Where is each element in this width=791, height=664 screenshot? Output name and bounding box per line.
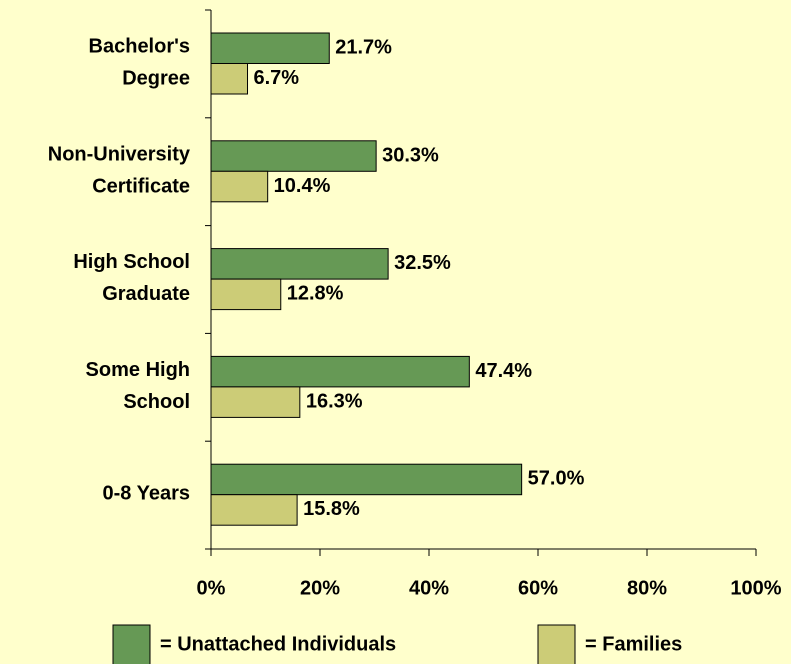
category-label: 0-8 Years: [103, 483, 191, 505]
legend-label: = Unattached Individuals: [160, 633, 396, 655]
x-tick-label: 20%: [300, 577, 340, 599]
bar: [210, 463, 523, 496]
bar: [210, 63, 249, 95]
legend-swatch: [112, 624, 151, 664]
value-label: 32.5%: [394, 252, 451, 274]
bar: [210, 32, 330, 64]
bar: [210, 355, 470, 388]
value-label: 12.8%: [287, 283, 344, 305]
bar: [210, 494, 298, 526]
category-label: Some High School: [86, 359, 190, 413]
value-label: 10.4%: [274, 175, 331, 197]
value-label: 21.7%: [335, 37, 392, 59]
category-label: High School Graduate: [73, 251, 190, 305]
x-tick-label: 60%: [518, 577, 558, 599]
legend-swatch: [537, 624, 576, 664]
value-label: 16.3%: [306, 390, 363, 412]
legend-label: = Families: [585, 633, 682, 655]
bar: [210, 170, 269, 203]
bar: [210, 140, 377, 172]
category-label: Non-University Certificate: [48, 144, 191, 198]
category-label: Bachelor's Degree: [89, 36, 190, 90]
bar: [210, 278, 282, 311]
x-tick-label: 80%: [627, 577, 667, 599]
value-label: 30.3%: [382, 144, 439, 166]
value-label: 6.7%: [254, 67, 300, 89]
bar: [210, 248, 389, 280]
value-label: 57.0%: [528, 468, 585, 490]
x-tick-label: 40%: [409, 577, 449, 599]
x-tick-label: 0%: [197, 577, 226, 599]
bar: [210, 386, 301, 418]
value-label: 15.8%: [303, 498, 360, 520]
value-label: 47.4%: [475, 360, 532, 382]
x-tick-label: 100%: [730, 577, 781, 599]
